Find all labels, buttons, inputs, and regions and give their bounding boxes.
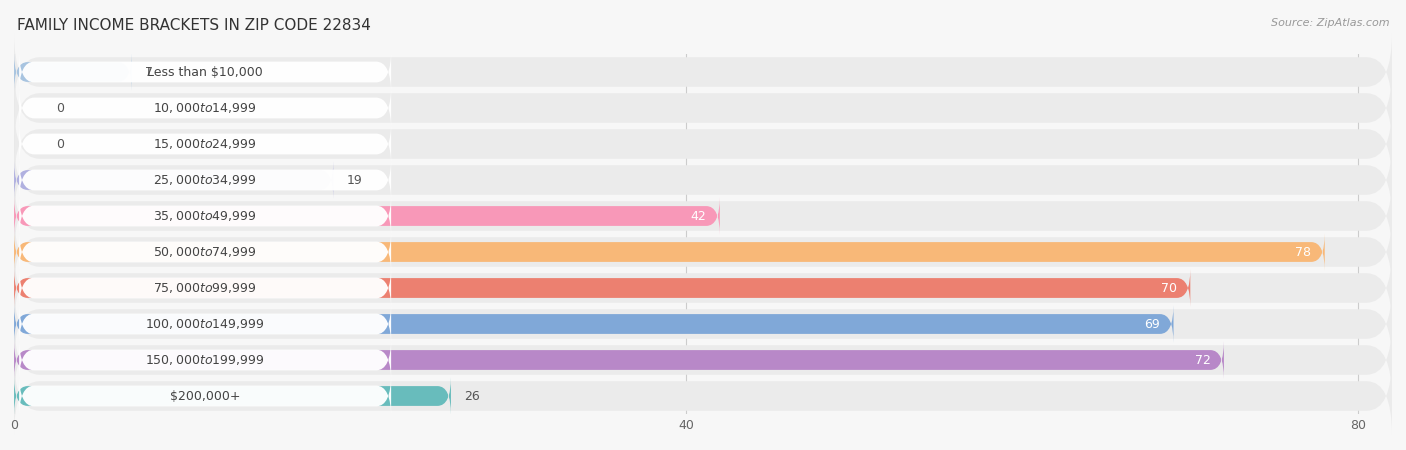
FancyBboxPatch shape [14,321,1392,399]
FancyBboxPatch shape [14,105,1392,183]
Text: 72: 72 [1195,354,1211,366]
FancyBboxPatch shape [14,213,1392,291]
FancyBboxPatch shape [14,197,720,235]
Text: 78: 78 [1295,246,1312,258]
Text: $75,000 to $99,999: $75,000 to $99,999 [153,281,257,295]
FancyBboxPatch shape [14,161,333,199]
Text: 0: 0 [56,138,65,150]
Text: $15,000 to $24,999: $15,000 to $24,999 [153,137,257,151]
FancyBboxPatch shape [14,233,1324,271]
FancyBboxPatch shape [14,285,1392,363]
Text: 70: 70 [1161,282,1177,294]
Text: FAMILY INCOME BRACKETS IN ZIP CODE 22834: FAMILY INCOME BRACKETS IN ZIP CODE 22834 [17,18,371,33]
Text: 26: 26 [464,390,479,402]
Text: $25,000 to $34,999: $25,000 to $34,999 [153,173,257,187]
FancyBboxPatch shape [14,269,1191,307]
FancyBboxPatch shape [14,357,1392,435]
FancyBboxPatch shape [20,230,391,274]
Text: $50,000 to $74,999: $50,000 to $74,999 [153,245,257,259]
FancyBboxPatch shape [14,33,1392,111]
FancyBboxPatch shape [14,341,1223,379]
FancyBboxPatch shape [14,69,1392,147]
Text: $35,000 to $49,999: $35,000 to $49,999 [153,209,257,223]
FancyBboxPatch shape [20,266,391,310]
Text: $100,000 to $149,999: $100,000 to $149,999 [145,317,264,331]
FancyBboxPatch shape [20,86,391,130]
FancyBboxPatch shape [14,305,1174,343]
Text: 42: 42 [690,210,706,222]
FancyBboxPatch shape [20,50,391,94]
FancyBboxPatch shape [14,177,1392,255]
Text: $150,000 to $199,999: $150,000 to $199,999 [145,353,264,367]
Text: 19: 19 [347,174,363,186]
Text: Source: ZipAtlas.com: Source: ZipAtlas.com [1271,18,1389,28]
FancyBboxPatch shape [20,194,391,238]
FancyBboxPatch shape [20,374,391,418]
Text: Less than $10,000: Less than $10,000 [148,66,263,78]
FancyBboxPatch shape [14,53,132,91]
FancyBboxPatch shape [20,158,391,202]
Text: $200,000+: $200,000+ [170,390,240,402]
Text: 0: 0 [56,102,65,114]
FancyBboxPatch shape [14,141,1392,219]
FancyBboxPatch shape [20,122,391,166]
Text: $10,000 to $14,999: $10,000 to $14,999 [153,101,257,115]
FancyBboxPatch shape [14,249,1392,327]
FancyBboxPatch shape [14,377,451,415]
FancyBboxPatch shape [20,338,391,382]
FancyBboxPatch shape [20,302,391,346]
Text: 69: 69 [1144,318,1160,330]
Text: 7: 7 [145,66,153,78]
